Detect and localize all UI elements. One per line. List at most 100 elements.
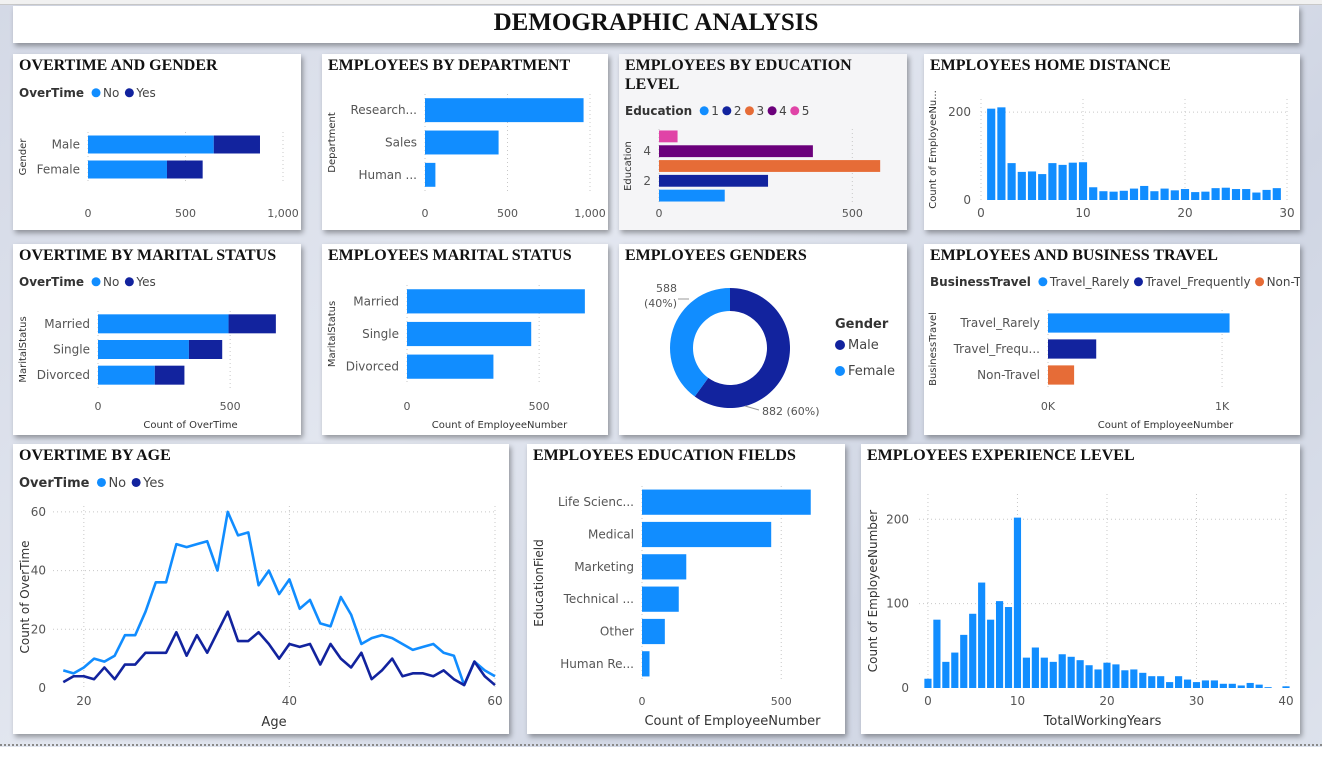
- panel-education[interactable]: EMPLOYEES BY EDUCATION LEVEL Education 1 2…: [619, 54, 907, 230]
- chart-overtime-gender: OverTime No Yes 0 500 1,000 Gender Male Female: [18, 86, 299, 220]
- chart-genders: 882 (60%) 588 (40%) Gender Male Female: [644, 282, 895, 418]
- legend-entry: 4: [779, 104, 787, 118]
- x-tick-label: 20: [76, 694, 91, 708]
- y-tick-label: 0: [963, 193, 971, 207]
- x-tick-label: 10: [1075, 206, 1090, 220]
- bar: [951, 652, 959, 688]
- bar: [659, 145, 813, 158]
- y-tick-label: 100: [886, 597, 909, 611]
- label-leader: [744, 405, 760, 411]
- panel-title: EMPLOYEES BY DEPARTMENT: [328, 57, 571, 74]
- y-tick-label: Divorced: [346, 360, 399, 374]
- y-axis-title: Count of EmployeeNumber: [866, 510, 880, 673]
- x-tick-label: 40: [282, 694, 297, 708]
- bar: [1242, 189, 1251, 200]
- x-axis-title: TotalWorkingYears: [1043, 714, 1162, 729]
- y-tick-label: Life Scienc...: [558, 495, 634, 509]
- legend-entry: Non-Travel: [1267, 275, 1300, 289]
- bar: [1170, 190, 1179, 200]
- legend-entry: Travel_Rarely: [1049, 275, 1130, 289]
- x-tick-label: 0: [95, 400, 102, 413]
- x-axis-title: Age: [261, 715, 286, 730]
- y-axis-title: Count of OverTime: [18, 540, 32, 653]
- legend-entry: 3: [756, 104, 764, 118]
- x-tick-label: 500: [529, 400, 550, 413]
- bottom-area: [0, 747, 1322, 768]
- legend-marker: [91, 277, 101, 287]
- panel-title: EMPLOYEES GENDERS: [625, 247, 807, 264]
- bar: [1119, 190, 1128, 200]
- panel-travel[interactable]: EMPLOYEES AND BUSINESS TRAVEL BusinessTr…: [924, 244, 1300, 435]
- bar: [1150, 191, 1159, 200]
- x-tick-label: 0: [404, 400, 411, 413]
- x-axis-title: Count of OverTime: [143, 420, 237, 431]
- bar: [1130, 669, 1138, 688]
- bar: [1148, 676, 1156, 688]
- panel-title: OVERTIME BY AGE: [19, 447, 171, 464]
- panel-dept[interactable]: EMPLOYEES BY DEPARTMENT 0 500 1,000 Departm…: [322, 54, 608, 230]
- panel-edu-fields[interactable]: EMPLOYEES EDUCATION FIELDS 0 500 Count of …: [527, 444, 845, 734]
- y-axis-title: MaritalStatus: [18, 316, 29, 382]
- x-tick-label: 500: [175, 207, 196, 220]
- y-tick-label: 200: [948, 105, 971, 119]
- y-tick-label: Travel_Frequ...: [953, 342, 1040, 356]
- panel-overtime-marital[interactable]: OVERTIME BY MARITAL STATUS OverTime No Yes…: [13, 244, 301, 435]
- bar: [978, 582, 986, 688]
- x-tick-label: 0: [656, 207, 663, 220]
- bar: [1017, 171, 1026, 200]
- y-tick-label: Human Re...: [560, 657, 634, 671]
- series-line-yes: [62, 610, 496, 687]
- bar: [1048, 163, 1057, 200]
- panel-overtime-age[interactable]: OVERTIME BY AGE OverTime No Yes 0 20 40 60 20 40…: [13, 444, 509, 734]
- bar: [1272, 188, 1281, 200]
- bar: [425, 98, 584, 123]
- y-tick-label: Research...: [351, 103, 418, 117]
- bar: [1058, 654, 1066, 688]
- legend-entry: 5: [802, 104, 810, 118]
- bar: [1160, 188, 1169, 200]
- bar: [933, 619, 941, 688]
- panel-title: EMPLOYEES MARITAL STATUS: [328, 247, 572, 264]
- panel-overtime-gender[interactable]: OVERTIME AND GENDER OverTime No Yes 0 500 1,0…: [13, 54, 301, 230]
- x-tick-label: 1,000: [574, 207, 606, 220]
- y-tick-label: 20: [31, 622, 46, 636]
- chart-dept: 0 500 1,000 Department Research... Sales Human…: [327, 94, 606, 220]
- bar: [642, 521, 772, 548]
- bar: [642, 554, 687, 580]
- bar: [1099, 191, 1108, 200]
- panel-home-distance[interactable]: EMPLOYEES HOME DISTANCE 0 200 0 10 20 30 Count…: [924, 54, 1300, 230]
- legend-entry: 2: [734, 104, 742, 118]
- legend-title: BusinessTravel: [930, 275, 1031, 289]
- bar: [1201, 680, 1210, 688]
- chart-marital: 0 500 Count of EmployeeNumber MaritalStatus…: [327, 285, 585, 431]
- bar: [1103, 662, 1111, 688]
- legend-marker: [96, 477, 106, 487]
- bar: [1262, 189, 1271, 200]
- bar: [1140, 185, 1149, 200]
- x-tick-label: 0: [639, 695, 646, 708]
- data-label: 588: [656, 282, 677, 295]
- y-axis-title: Department: [327, 112, 338, 173]
- x-tick-label: 500: [771, 695, 792, 708]
- panel-genders[interactable]: EMPLOYEES GENDERS 882 (60%) 588 (40%) Gende…: [619, 244, 907, 435]
- chart-overtime-marital: OverTime No Yes 0 500 Count of OverTime Marita…: [18, 275, 276, 431]
- top-strip: [0, 0, 1322, 5]
- x-tick-label: 0K: [1041, 400, 1056, 413]
- bar: [1129, 188, 1139, 200]
- bar: [1068, 162, 1077, 200]
- bar: [1255, 684, 1263, 688]
- panel-marital[interactable]: EMPLOYEES MARITAL STATUS 0 500 Count of Em…: [322, 244, 608, 435]
- y-tick-label: 2: [643, 174, 651, 188]
- bar: [1013, 517, 1022, 688]
- x-tick-label: 0: [924, 694, 932, 708]
- bar: [659, 189, 725, 202]
- legend-marker: [767, 106, 777, 116]
- bar: [425, 130, 499, 155]
- bar: [1175, 676, 1183, 688]
- y-axis-title: Count of EmployeeNu...: [928, 90, 939, 209]
- legend-entry: Male: [848, 338, 879, 353]
- legend-entry: Yes: [135, 275, 155, 289]
- panel-experience[interactable]: EMPLOYEES EXPERIENCE LEVEL 0 100 200 0 10 20 3…: [861, 444, 1300, 734]
- bar: [942, 661, 950, 688]
- bar: [642, 489, 811, 515]
